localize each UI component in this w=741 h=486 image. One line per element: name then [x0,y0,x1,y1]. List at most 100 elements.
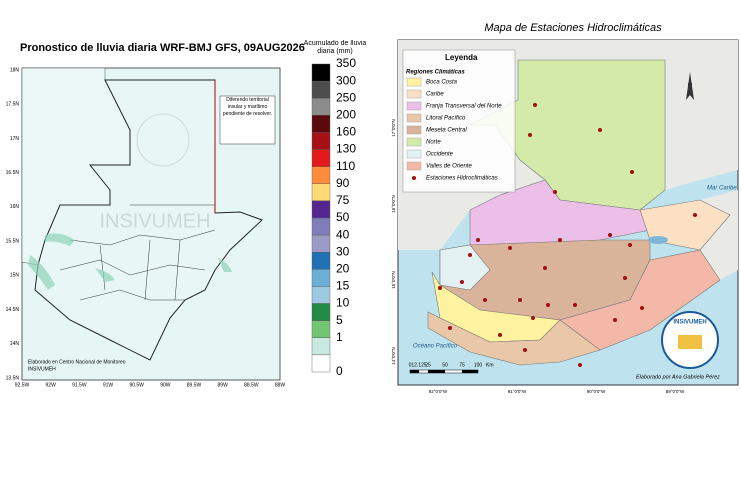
honduras [700,190,738,280]
colorbar-label: 20 [336,262,350,276]
legend-swatch [406,77,422,87]
legend-station [412,176,416,180]
legend-swatch [406,101,422,111]
colorbar-swatch [311,303,331,321]
scale-label: 0 [409,362,412,368]
department-borders [59,204,216,301]
colorbar-label: 250 [336,90,356,104]
lat-label: 14N [10,341,20,347]
lat-label: 16°0'0"N [391,195,396,213]
lat-label: 17.5N [6,102,20,108]
colorbar-swatch [311,166,331,184]
lat-label: 18N [10,67,20,73]
scale-label: 25 [425,362,431,368]
colorbar-swatch [311,98,331,116]
lon-label: 91°0'0"W [508,389,527,394]
guatemala-outline [34,79,263,361]
colorbar-label: 5 [336,313,343,327]
lon-label: 92W [46,382,57,388]
sea-label: Océano Pacífico [413,344,458,350]
colorbar-label: 350 [336,56,356,70]
colorbar-label: 160 [336,125,356,139]
colorbar-label: 130 [336,142,356,156]
lake [648,236,668,244]
lon-label: 91W [103,382,114,388]
lat-label: 15.5N [6,238,20,244]
colorbar-label: 10 [336,296,350,310]
lat-label: 14°0'0"N [391,347,396,365]
colorbar-swatch [311,217,331,236]
legend-box [402,49,516,193]
lon-label: 88W [275,382,286,388]
colorbar-label: 90 [336,176,350,190]
legend-swatch [406,113,422,123]
colorbar-swatch [311,234,331,253]
legend-label: Boca Costa [426,80,458,86]
scale-label: 50 [442,362,448,368]
colorbar-label: 300 [336,73,356,87]
lat-label: 16N [10,204,20,210]
colorbar-swatch [311,337,331,356]
lon-label: 90.5W [129,382,144,388]
logo-text: INSIVUMEH [673,320,706,326]
legend-swatch [406,161,422,171]
legend-label: Occidente [426,152,454,158]
colorbar-swatch [311,183,331,202]
scale-bar [409,369,479,374]
annotation: Diferendo territorial insular y marítimo… [222,97,273,117]
legend-label: Caribe [426,92,444,98]
legend-swatch [406,125,422,135]
legend-label: Franja Transversal del Norte [426,104,502,110]
region-litoral [427,311,601,366]
legend-label: Valles de Oriente [426,164,472,170]
lon-label: 92°0'0"W [429,389,448,394]
footer: Elaborado en Centro Nacional de Monitore… [28,359,126,365]
legend-label: Estaciones Hidroclimáticas [426,176,498,182]
colorbar-label: 1 [336,330,343,344]
lat-label: 15N [10,273,20,279]
lon-label: 92.5W [15,382,30,388]
lon-label: 89W [218,382,229,388]
colorbar-swatch [311,269,331,287]
lat-label: 13.5N [6,375,20,381]
colorbar-swatch [311,80,331,99]
colorbar-label: 200 [336,108,356,122]
left-title: Pronostico de lluvia diaria WRF-BMJ GFS,… [20,42,305,54]
colorbar-swatch [311,320,331,338]
legend-subtitle: Regiones Climáticas [406,70,465,76]
annotation-box [219,95,276,145]
lon-label: 90W [160,382,171,388]
legend-swatch [406,149,422,159]
lon-label: 89.5W [187,382,202,388]
scale-label: 75 [459,362,465,368]
scale-label: 100 [474,362,483,368]
legend-swatch [406,89,422,99]
legend-label: Meseta Central [426,128,467,134]
north-symbol [686,72,694,100]
logo-watermark [136,113,190,167]
legend-swatch [406,137,422,147]
colorbar-label: 30 [336,244,350,258]
footer: INSIVUMEH [28,366,56,372]
legend-label: Litoral Pacífico [426,116,466,122]
lon-label: 90°0'0"W [587,389,606,394]
colorbar-swatch [311,252,331,270]
watermark: INSIVUMEH [99,210,210,232]
colorbar-label: 40 [336,227,350,241]
logo-art [678,335,702,349]
colorbar-label: 15 [336,279,350,293]
credit: Elaborado por Ana Gabriela Pérez [636,374,720,380]
rain-areas [28,233,232,290]
colorbar-swatch [311,132,331,150]
colorbar-swatch [311,200,331,219]
sea-label: Mar Caribe [707,186,737,192]
lat-label: 14.5N [6,307,20,313]
legend-label: Norte [426,140,441,146]
region-oriente [559,249,721,351]
colorbar-swatch [311,63,331,82]
region-occidente [439,244,491,291]
colorbar-title: Acumulado de lluvia diaria (mm) [303,40,367,55]
lon-label: 89°0'0"W [666,389,685,394]
legend-title: Leyenda [445,53,478,62]
